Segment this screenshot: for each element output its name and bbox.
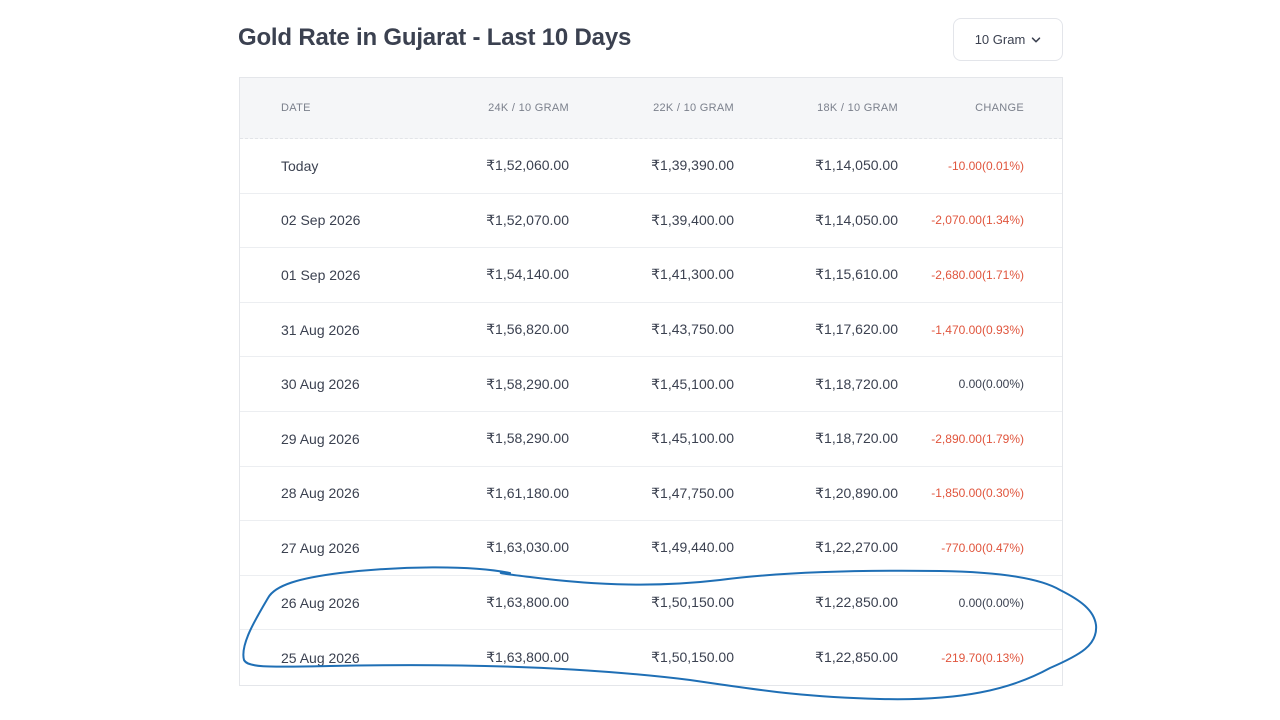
- rate-22k-cell: ₹1,39,400.00: [651, 211, 734, 228]
- unit-dropdown-value: 10 Gram: [974, 32, 1026, 47]
- rate-18k-cell: ₹1,18,720.00: [815, 375, 898, 392]
- change-cell: -1,470.00(0.93%): [931, 322, 1024, 337]
- rate-24k-cell: ₹1,52,060.00: [486, 157, 569, 174]
- change-cell: -2,680.00(1.71%): [931, 267, 1024, 282]
- page-title: Gold Rate in Gujarat - Last 10 Days: [238, 24, 632, 51]
- rate-24k-cell: ₹1,56,820.00: [486, 321, 569, 338]
- header-18k: 18K / 10 GRAM: [817, 102, 898, 114]
- rate-18k-cell: ₹1,17,620.00: [815, 321, 898, 338]
- rate-22k-cell: ₹1,47,750.00: [651, 484, 734, 501]
- rate-24k-cell: ₹1,52,070.00: [486, 211, 569, 228]
- change-cell: -219.70(0.13%): [941, 650, 1024, 665]
- date-cell: 25 Aug 2026: [281, 649, 360, 666]
- rate-22k-cell: ₹1,50,150.00: [651, 594, 734, 611]
- rate-22k-cell: ₹1,39,390.00: [651, 157, 734, 174]
- header-change: CHANGE: [975, 102, 1024, 114]
- table-row: 02 Sep 2026 ₹1,52,070.00 ₹1,39,400.00 ₹1,14…: [240, 194, 1062, 249]
- table-row: 25 Aug 2026 ₹1,63,800.00 ₹1,50,150.00 ₹1,22…: [240, 630, 1062, 685]
- rate-22k-cell: ₹1,41,300.00: [651, 266, 734, 283]
- table-row: 26 Aug 2026 ₹1,63,800.00 ₹1,50,150.00 ₹1,22…: [240, 576, 1062, 631]
- rate-22k-cell: ₹1,43,750.00: [651, 321, 734, 338]
- rate-24k-cell: ₹1,58,290.00: [486, 430, 569, 447]
- date-cell: 26 Aug 2026: [281, 594, 360, 611]
- table-row: 27 Aug 2026 ₹1,63,030.00 ₹1,49,440.00 ₹1,22…: [240, 521, 1062, 576]
- rate-18k-cell: ₹1,15,610.00: [815, 266, 898, 283]
- date-cell: 30 Aug 2026: [281, 376, 360, 393]
- rate-24k-cell: ₹1,63,800.00: [486, 594, 569, 611]
- chevron-down-icon: [1032, 36, 1041, 42]
- header-22k: 22K / 10 GRAM: [653, 102, 734, 114]
- date-cell: 29 Aug 2026: [281, 430, 360, 447]
- table-row: 30 Aug 2026 ₹1,58,290.00 ₹1,45,100.00 ₹1,18…: [240, 357, 1062, 412]
- table-row: 01 Sep 2026 ₹1,54,140.00 ₹1,41,300.00 ₹1,15…: [240, 248, 1062, 303]
- table-row: 28 Aug 2026 ₹1,61,180.00 ₹1,47,750.00 ₹1,20…: [240, 467, 1062, 522]
- date-cell: Today: [281, 157, 319, 174]
- change-cell: 0.00(0.00%): [958, 377, 1024, 392]
- rate-18k-cell: ₹1,22,850.00: [815, 649, 898, 666]
- rate-18k-cell: ₹1,14,050.00: [815, 211, 898, 228]
- rate-24k-cell: ₹1,61,180.00: [486, 484, 569, 501]
- change-cell: -2,070.00(1.34%): [931, 213, 1024, 228]
- date-cell: 28 Aug 2026: [281, 485, 360, 502]
- change-cell: -1,850.00(0.30%): [931, 486, 1024, 501]
- table-row: Today ₹1,52,060.00 ₹1,39,390.00 ₹1,14,050.0…: [240, 139, 1062, 194]
- rate-22k-cell: ₹1,49,440.00: [651, 539, 734, 556]
- rate-18k-cell: ₹1,22,850.00: [815, 594, 898, 611]
- header-24k: 24K / 10 GRAM: [488, 102, 569, 114]
- change-cell: -770.00(0.47%): [941, 540, 1024, 555]
- change-cell: 0.00(0.00%): [958, 595, 1024, 610]
- rate-18k-cell: ₹1,18,720.00: [815, 430, 898, 447]
- date-cell: 02 Sep 2026: [281, 212, 361, 229]
- rate-18k-cell: ₹1,22,270.00: [815, 539, 898, 556]
- rate-22k-cell: ₹1,45,100.00: [651, 375, 734, 392]
- change-cell: -2,890.00(1.79%): [931, 431, 1024, 446]
- rate-24k-cell: ₹1,63,800.00: [486, 649, 569, 666]
- date-cell: 31 Aug 2026: [281, 321, 360, 338]
- rate-22k-cell: ₹1,45,100.00: [651, 430, 734, 447]
- table-header-row: DATE 24K / 10 GRAM 22K / 10 GRAM 18K / 1…: [240, 78, 1062, 139]
- change-cell: -10.00(0.01%): [947, 158, 1024, 173]
- rate-24k-cell: ₹1,63,030.00: [486, 539, 569, 556]
- rate-22k-cell: ₹1,50,150.00: [651, 649, 734, 666]
- header-date: DATE: [281, 102, 311, 114]
- table-row: 29 Aug 2026 ₹1,58,290.00 ₹1,45,100.00 ₹1,18…: [240, 412, 1062, 467]
- table-body: Today ₹1,52,060.00 ₹1,39,390.00 ₹1,14,050.0…: [240, 139, 1062, 685]
- rate-18k-cell: ₹1,20,890.00: [815, 484, 898, 501]
- rate-18k-cell: ₹1,14,050.00: [815, 157, 898, 174]
- gold-rate-table: DATE 24K / 10 GRAM 22K / 10 GRAM 18K / 1…: [239, 77, 1063, 686]
- table-row: 31 Aug 2026 ₹1,56,820.00 ₹1,43,750.00 ₹1,17…: [240, 303, 1062, 358]
- rate-24k-cell: ₹1,54,140.00: [486, 266, 569, 283]
- date-cell: 01 Sep 2026: [281, 266, 361, 283]
- unit-dropdown[interactable]: 10 Gram: [953, 18, 1063, 61]
- date-cell: 27 Aug 2026: [281, 539, 360, 556]
- rate-24k-cell: ₹1,58,290.00: [486, 375, 569, 392]
